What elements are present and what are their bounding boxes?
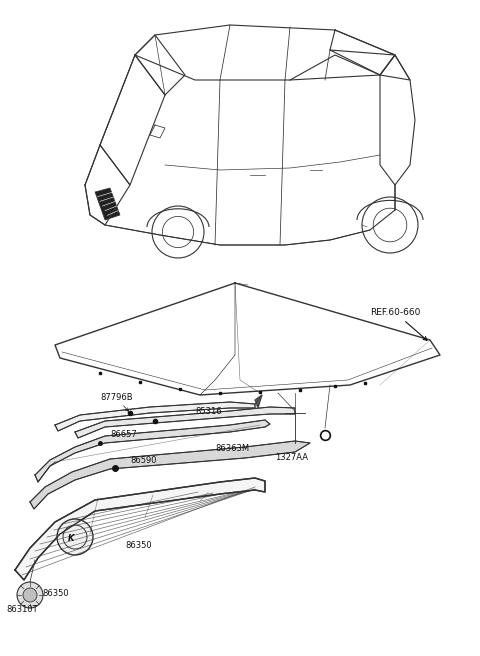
Polygon shape — [55, 402, 255, 431]
Polygon shape — [30, 441, 310, 509]
Circle shape — [17, 582, 43, 608]
Text: 86590: 86590 — [130, 456, 156, 465]
Polygon shape — [35, 420, 270, 482]
Text: K: K — [68, 534, 74, 543]
Text: 86350: 86350 — [42, 589, 69, 598]
Text: 85316: 85316 — [195, 407, 222, 416]
Text: 86363M: 86363M — [215, 444, 249, 453]
Polygon shape — [75, 407, 295, 438]
Text: 1327AA: 1327AA — [275, 453, 308, 462]
Text: REF.60-660: REF.60-660 — [370, 308, 427, 340]
Polygon shape — [255, 395, 262, 408]
Text: 87796B: 87796B — [100, 393, 132, 411]
Polygon shape — [95, 188, 120, 220]
Polygon shape — [15, 478, 265, 580]
Text: 86310T: 86310T — [6, 605, 37, 614]
Text: 86657: 86657 — [110, 430, 137, 439]
Text: 86350: 86350 — [125, 541, 152, 550]
Circle shape — [57, 519, 93, 555]
Circle shape — [23, 588, 37, 602]
